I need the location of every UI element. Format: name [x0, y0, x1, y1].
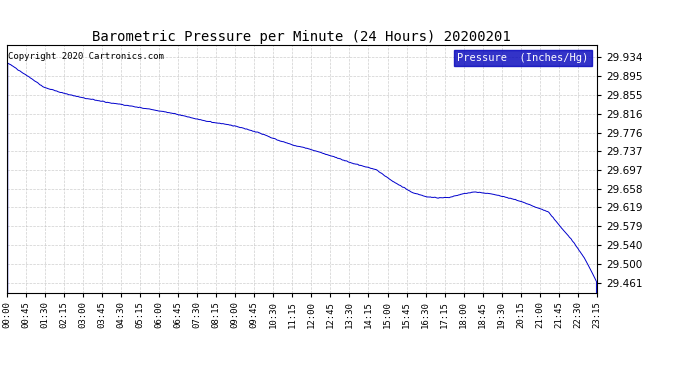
Title: Barometric Pressure per Minute (24 Hours) 20200201: Barometric Pressure per Minute (24 Hours…	[92, 30, 511, 44]
Text: Copyright 2020 Cartronics.com: Copyright 2020 Cartronics.com	[8, 53, 164, 62]
Legend: Pressure  (Inches/Hg): Pressure (Inches/Hg)	[454, 50, 591, 66]
